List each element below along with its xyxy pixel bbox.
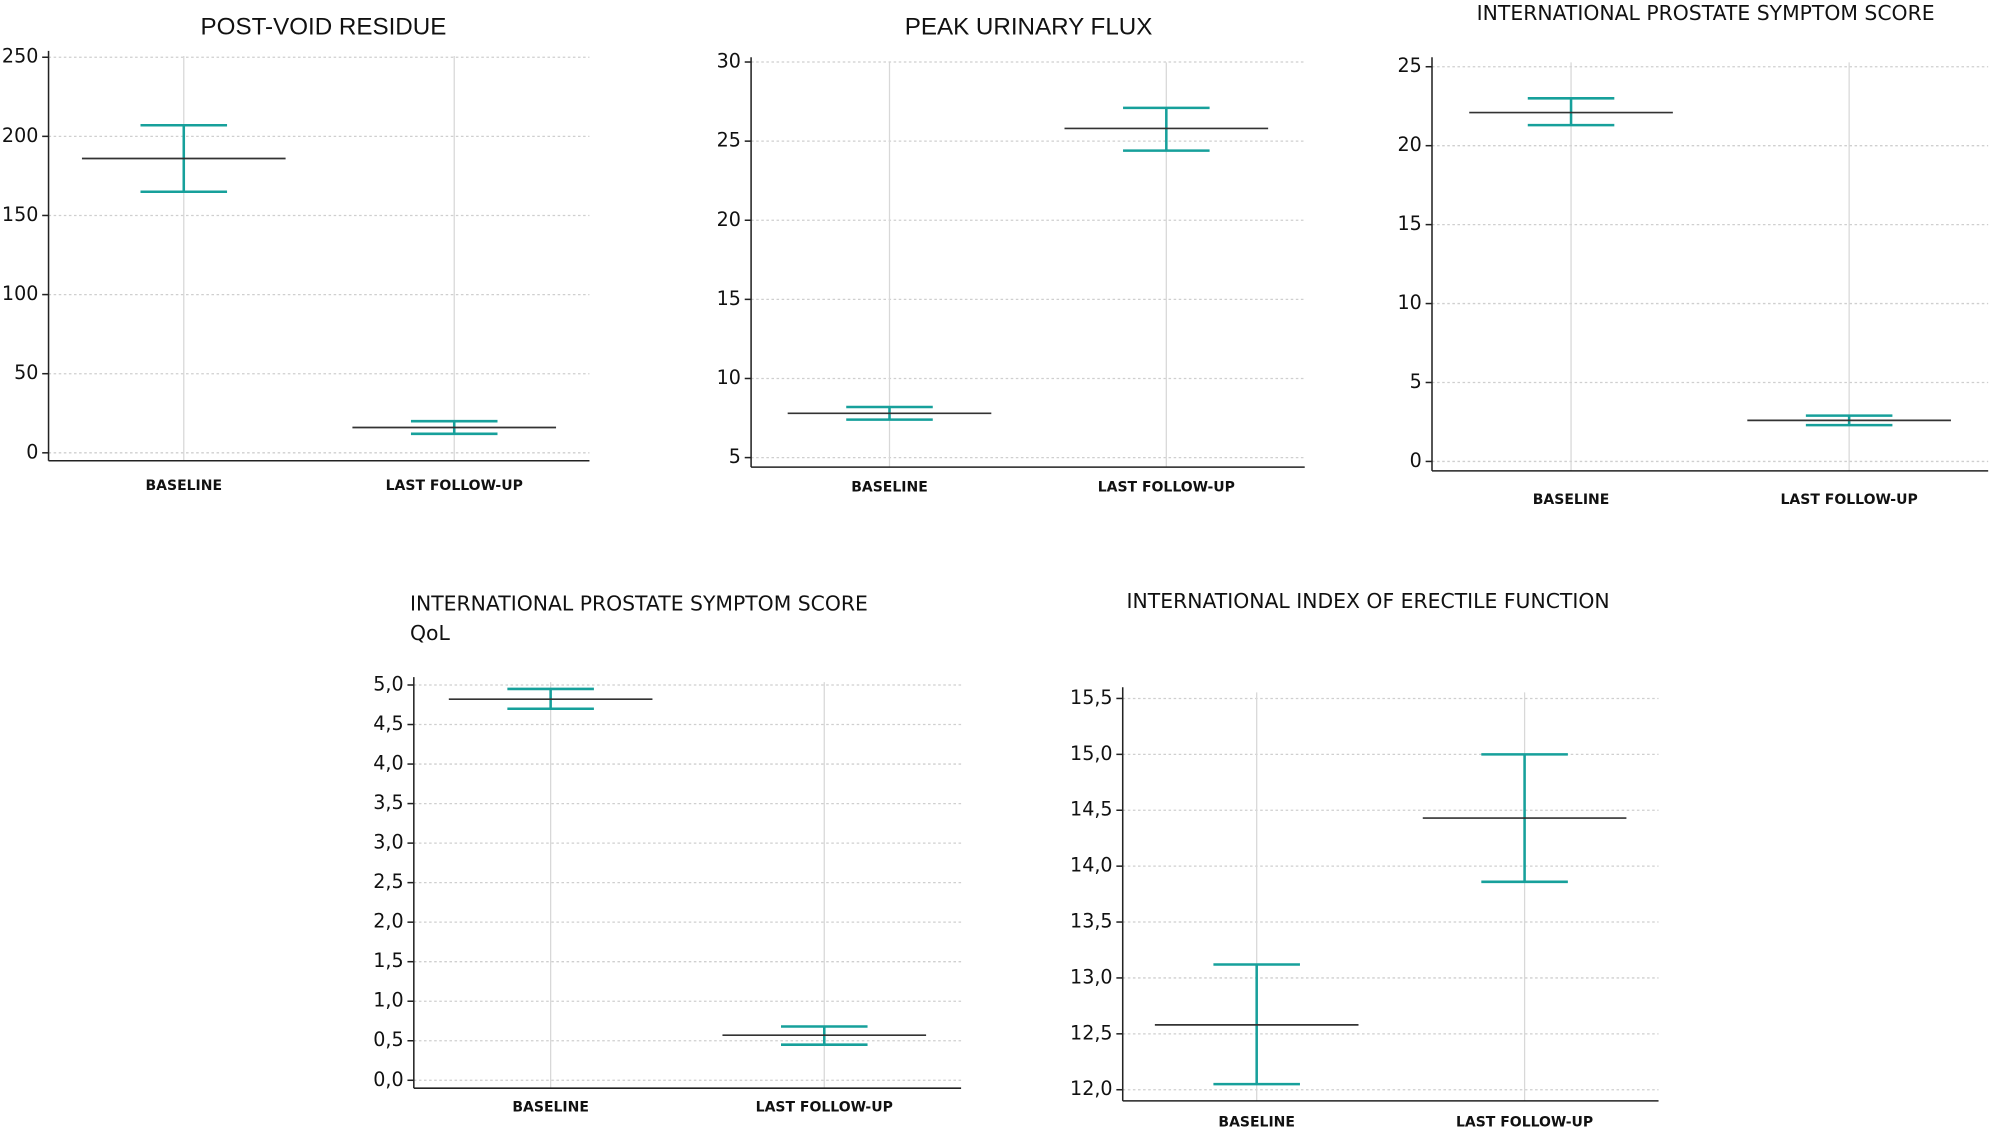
chart-title: INTERNATIONAL PROSTATE SYMPTOM SCORE: [1477, 1, 1935, 25]
y-tick-label: 4,0: [373, 752, 403, 775]
y-tick-label: 0,0: [373, 1068, 403, 1091]
y-tick-label: 25: [717, 129, 741, 152]
chart: INTERNATIONAL INDEX OF ERECTILE FUNCTION…: [1070, 589, 1659, 1131]
y-tick-label: 200: [2, 124, 38, 147]
y-tick-label: 5: [729, 445, 741, 468]
chart-title: INTERNATIONAL INDEX OF ERECTILE FUNCTION: [1127, 589, 1610, 613]
y-tick-label: 250: [2, 45, 38, 68]
x-tick-label: BASELINE: [1218, 1115, 1295, 1131]
y-tick-label: 25: [1398, 54, 1422, 77]
chart-title: PEAK URINARY FLUX: [905, 13, 1153, 40]
y-tick-label: 100: [2, 282, 38, 305]
y-tick-label: 15,5: [1070, 686, 1112, 709]
y-tick-label: 13,0: [1070, 965, 1112, 988]
chart-subtitle: QoL: [410, 621, 450, 645]
x-tick-label: BASELINE: [145, 478, 222, 494]
y-tick-label: 3,0: [373, 831, 403, 854]
x-tick-label: LAST FOLLOW-UP: [756, 1099, 893, 1115]
y-tick-label: 2,5: [373, 870, 403, 893]
x-tick-label: LAST FOLLOW-UP: [1098, 479, 1235, 495]
y-tick-label: 14,5: [1070, 798, 1112, 821]
x-tick-label: LAST FOLLOW-UP: [1781, 492, 1918, 508]
y-tick-label: 0: [1410, 449, 1422, 472]
y-tick-label: 150: [2, 203, 38, 226]
y-tick-label: 10: [1398, 291, 1422, 314]
y-tick-label: 5: [1410, 370, 1422, 393]
y-tick-label: 15: [1398, 212, 1422, 235]
y-tick-label: 0,5: [373, 1028, 403, 1051]
y-tick-label: 15: [717, 287, 741, 310]
x-tick-label: LAST FOLLOW-UP: [386, 478, 523, 494]
y-tick-label: 12,5: [1070, 1021, 1112, 1044]
x-tick-label: BASELINE: [851, 479, 928, 495]
chart-title: INTERNATIONAL PROSTATE SYMPTOM SCORE: [410, 592, 868, 616]
y-tick-label: 50: [14, 361, 38, 384]
y-tick-label: 5,0: [373, 672, 403, 695]
y-tick-label: 4,5: [373, 712, 403, 735]
chart: INTERNATIONAL PROSTATE SYMPTOM SCORE 0 5 10…: [1398, 1, 1989, 508]
x-tick-label: LAST FOLLOW-UP: [1456, 1115, 1593, 1131]
y-tick-label: 0: [26, 440, 38, 463]
chart-title: POST-VOID RESIDUE: [201, 13, 447, 40]
y-tick-label: 2,0: [373, 910, 403, 933]
chart: PEAK URINARY FLUX 5 10 15 20 25 30 BASELINE LAST…: [717, 13, 1305, 495]
y-tick-label: 20: [1398, 133, 1422, 156]
y-tick-label: 1,5: [373, 949, 403, 972]
y-tick-label: 12,0: [1070, 1077, 1112, 1100]
y-tick-label: 15,0: [1070, 742, 1112, 765]
y-tick-label: 14,0: [1070, 854, 1112, 877]
chart: INTERNATIONAL PROSTATE SYMPTOM SCORE QoL 0…: [373, 592, 962, 1115]
y-tick-label: 1,0: [373, 989, 403, 1012]
y-tick-label: 13,5: [1070, 910, 1112, 933]
y-tick-label: 10: [717, 366, 741, 389]
y-tick-label: 30: [717, 50, 741, 73]
y-tick-label: 3,5: [373, 791, 403, 814]
x-tick-label: BASELINE: [1533, 492, 1610, 508]
y-tick-label: 20: [717, 208, 741, 231]
x-tick-label: BASELINE: [512, 1099, 589, 1115]
chart: POST-VOID RESIDUE 0 50 100 150 200 250 BASELINE…: [2, 13, 590, 494]
